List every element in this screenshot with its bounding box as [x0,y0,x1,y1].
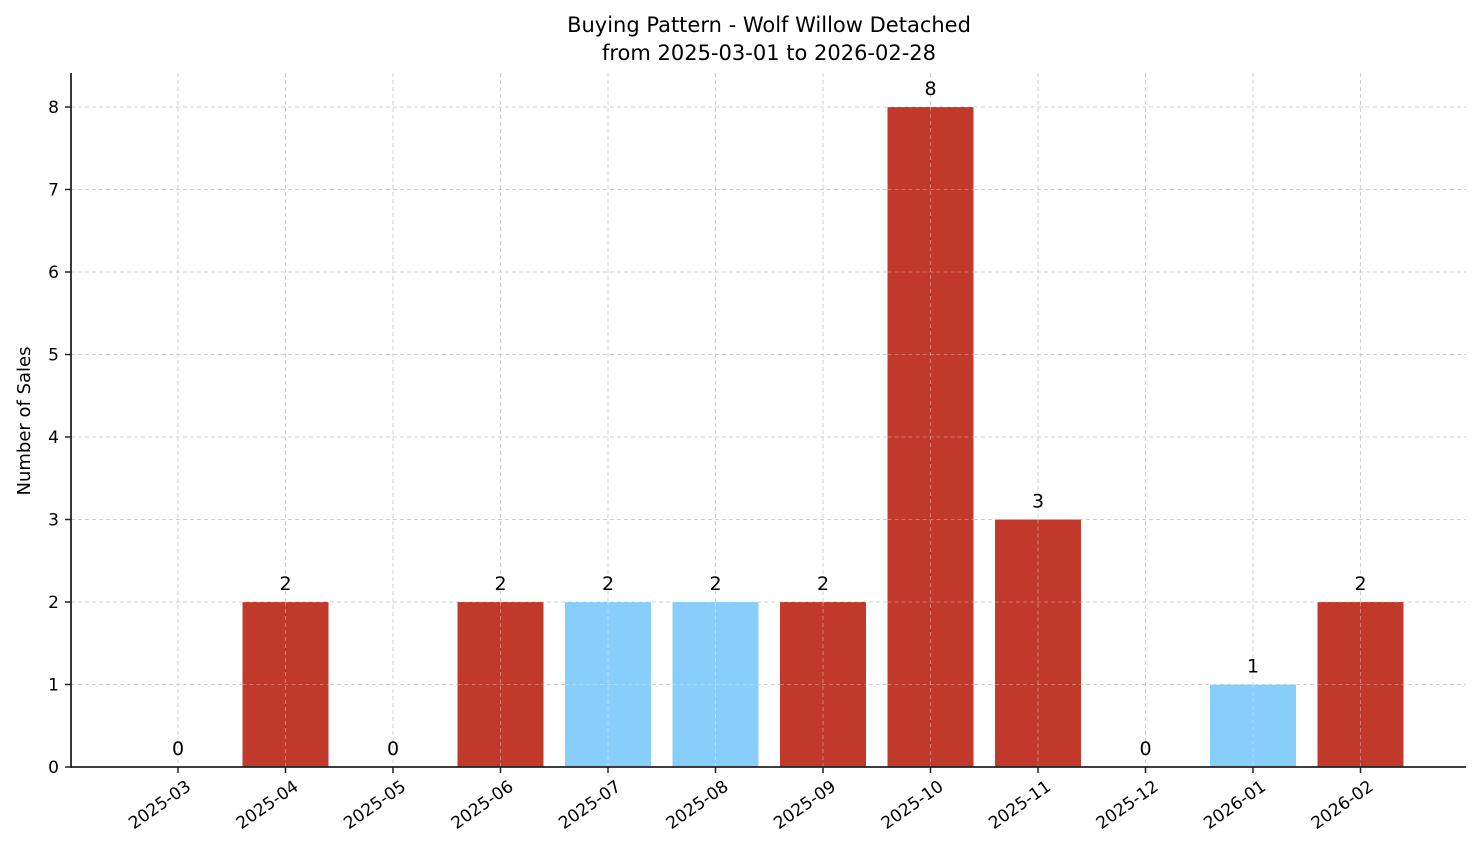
grid-lines [71,73,1466,768]
bar-value-label: 2 [709,573,721,595]
x-tick-label: 2026-01 [1200,777,1270,834]
bars [242,106,1404,767]
bar-2025-06 [457,602,544,767]
bar-value-label: 2 [279,573,291,595]
bar-value-label: 2 [494,573,506,595]
x-tick-label: 2025-10 [878,777,948,834]
x-tick-label: 2025-05 [340,777,410,834]
y-tick-label: 2 [48,593,59,613]
bar-value-label: 1 [1247,656,1259,678]
bar-2025-11 [995,519,1081,767]
bar-2026-01 [1210,684,1296,767]
bar-value-label: 2 [602,573,614,595]
chart-title: Buying Pattern - Wolf Willow Detached fr… [0,11,1481,67]
bar-value-label: 0 [1139,738,1151,760]
bar-value-label: 8 [924,78,936,100]
x-tick-label: 2025-08 [663,777,733,834]
bar-value-label: 2 [817,573,829,595]
y-tick-label: 3 [48,511,59,531]
bar-value-label: 0 [172,738,184,760]
chart-title-main: Buying Pattern - Wolf Willow Detached [567,13,971,37]
bar-value-labels: 0 2 0 2 2 2 2 8 3 0 1 2 [172,78,1367,760]
y-axis-label: Number of Sales [14,346,35,495]
y-tick-label: 6 [48,263,59,283]
bar-2026-02 [1317,602,1404,767]
bar-value-label: 2 [1354,573,1366,595]
bar-2025-10 [887,107,974,767]
x-tick-label: 2025-03 [125,777,195,834]
y-tick-label: 4 [48,428,59,448]
y-tick-label: 7 [48,181,59,201]
bar-2025-08 [672,602,759,767]
y-tick-label: 8 [48,98,59,118]
y-tick-label: 0 [48,758,59,778]
bar-2025-09 [780,602,866,767]
x-tick-label: 2025-06 [448,777,518,834]
x-tick-label: 2025-12 [1093,777,1163,834]
x-tick-label: 2026-02 [1308,777,1378,834]
x-tick-label: 2025-04 [233,777,303,834]
y-tick-label: 1 [48,676,59,696]
y-tick-label: 5 [48,346,59,366]
bar-value-label: 3 [1032,491,1044,513]
x-tick-label: 2025-11 [985,777,1055,834]
chart-subtitle: from 2025-03-01 to 2026-02-28 [601,41,937,65]
bar-2025-07 [565,602,651,767]
x-tick-label: 2025-09 [770,777,840,834]
x-tick-label: 2025-07 [555,777,625,834]
bar-2025-04 [242,602,329,767]
bar-value-label: 0 [387,738,399,760]
